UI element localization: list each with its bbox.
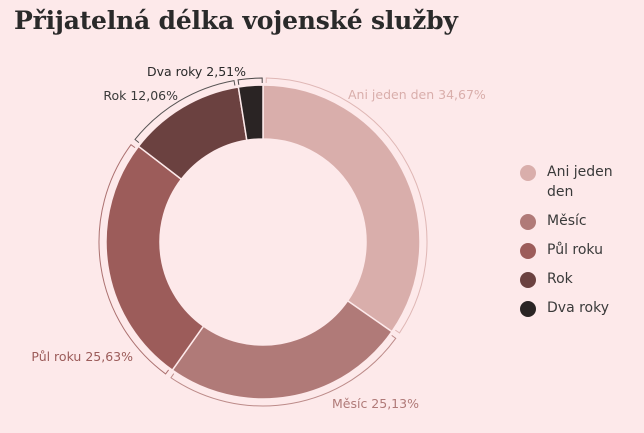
- legend-label: Dva roky: [547, 300, 610, 316]
- legend-item-mesic[interactable]: Měsíc: [520, 211, 644, 231]
- legend-swatch: [520, 214, 536, 230]
- slice-ani-jeden-den[interactable]: [262, 84, 421, 333]
- slice-mesic[interactable]: [171, 299, 393, 400]
- data-label-ani-jeden-den: Ani jeden den 34,67%: [348, 87, 486, 102]
- chart-legend: Ani jeden den Měsíc Půl roku Rok Dva rok…: [520, 162, 644, 327]
- slice-pul-roku[interactable]: [105, 145, 205, 372]
- donut-chart: Ani jeden den 34,67% Měsíc 25,13% Půl roku…: [31, 64, 486, 411]
- legend-label: Měsíc: [547, 213, 587, 229]
- slice-dva-roky[interactable]: [237, 84, 264, 142]
- connector-pul-roku: [98, 143, 169, 375]
- data-label-pul-roku: Půl roku 25,63%: [31, 349, 133, 364]
- legend-swatch: [520, 243, 536, 259]
- data-label-mesic: Měsíc 25,13%: [332, 396, 419, 411]
- legend-item-dva-roky[interactable]: Dva roky: [520, 298, 644, 318]
- legend-swatch: [520, 272, 536, 288]
- data-label-rok: Rok 12,06%: [103, 88, 178, 103]
- legend-item-pul-roku[interactable]: Půl roku: [520, 240, 644, 260]
- legend-item-rok[interactable]: Rok: [520, 269, 644, 289]
- legend-label: Rok: [547, 271, 573, 287]
- legend-item-ani-jeden-den[interactable]: Ani jeden den: [520, 162, 644, 202]
- connector-dva-roky: [237, 77, 263, 85]
- legend-swatch: [520, 165, 536, 181]
- legend-label: Půl roku: [547, 242, 603, 258]
- connector-mesic: [170, 334, 397, 407]
- connector-rok: [134, 80, 236, 143]
- legend-label: Ani jeden den: [547, 164, 613, 200]
- connector-ani-jeden-den: [265, 77, 428, 334]
- legend-swatch: [520, 301, 536, 317]
- chart-title: Přijatelná délka vojenské služby: [14, 6, 458, 35]
- data-label-dva-roky: Dva roky 2,51%: [147, 64, 246, 79]
